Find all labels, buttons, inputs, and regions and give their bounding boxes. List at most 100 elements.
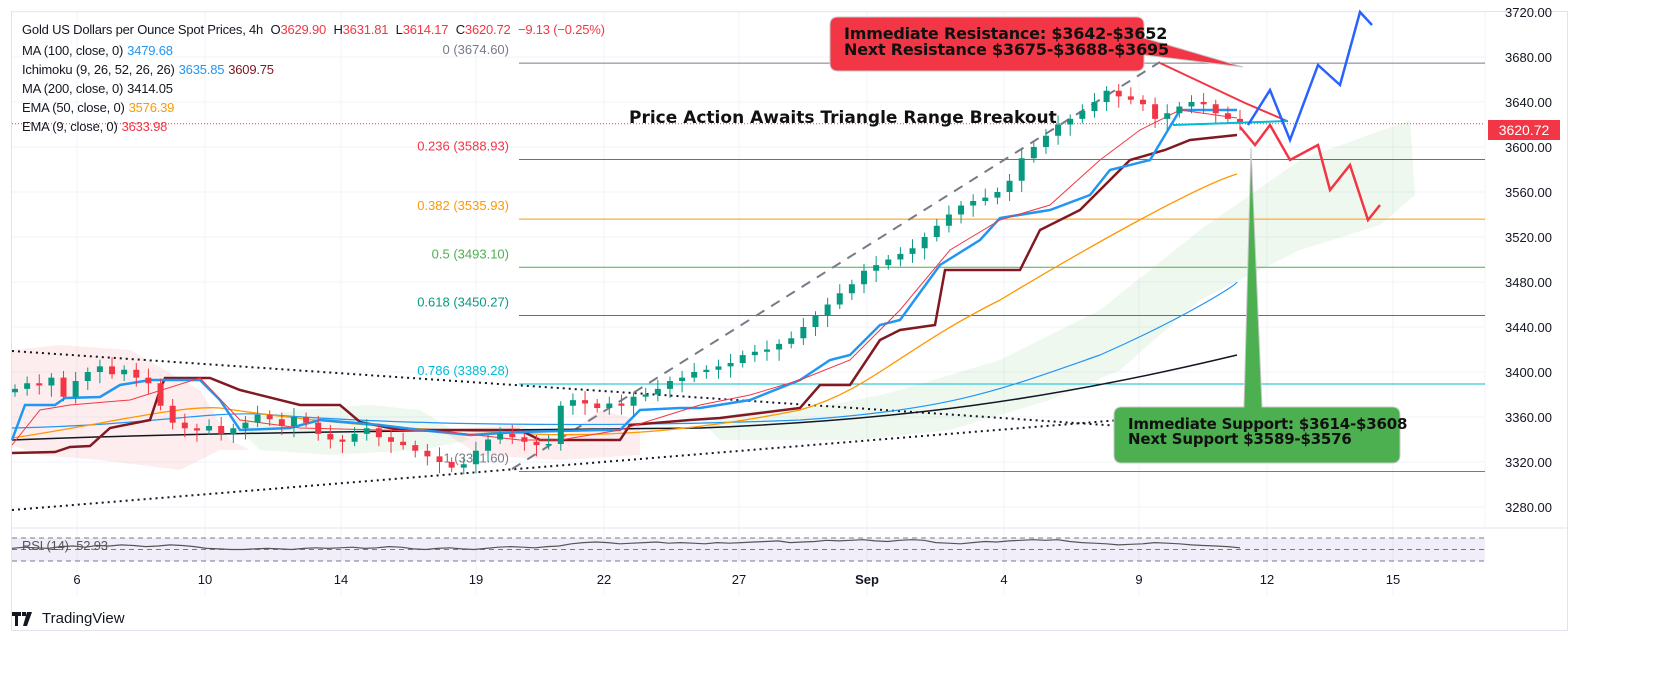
y-tick-label: 3560.00 xyxy=(1505,185,1552,200)
ichimoku-cloud-bullish xyxy=(700,120,1415,440)
candle-body xyxy=(606,403,613,408)
fib-level-label: 0.786 (3389.28) xyxy=(417,363,509,378)
indicator-legend-row[interactable]: MA (200, close, 0) 3414.05 xyxy=(22,81,177,96)
candle-body xyxy=(145,377,152,384)
candle-body xyxy=(958,205,965,215)
indicator-legend-row[interactable]: EMA (9, close, 0) 3633.98 xyxy=(22,119,171,134)
indicator-legend-row[interactable]: EMA (50, close, 0) 3576.39 xyxy=(22,100,178,115)
candle-body xyxy=(909,248,916,254)
candle-body xyxy=(169,405,176,423)
brand-label: TradingView xyxy=(42,610,125,627)
candle-body xyxy=(24,383,31,389)
triangle-upper-line xyxy=(1159,62,1288,122)
candle-body xyxy=(594,403,601,408)
candle-body xyxy=(109,366,116,375)
candle-body xyxy=(1224,113,1231,119)
rsi-legend: RSI (14) 52.93 xyxy=(22,538,112,553)
candle-body xyxy=(1103,90,1110,102)
fib-level-label: 0.236 (3588.93) xyxy=(417,138,509,153)
candle-body xyxy=(400,441,407,446)
candle-body xyxy=(472,450,479,465)
candle-body xyxy=(48,377,55,386)
resistance-callout-bubble xyxy=(829,16,1244,72)
indicator-legend-row[interactable]: MA (100, close, 0) 3479.68 xyxy=(22,43,177,58)
candle-body xyxy=(193,428,200,431)
candle-body xyxy=(1030,147,1037,159)
candle-body xyxy=(1200,102,1207,105)
rsi-value: 52.93 xyxy=(76,538,108,553)
candle-body xyxy=(1212,104,1219,114)
x-tick-label: 14 xyxy=(334,572,348,587)
x-tick-label: 6 xyxy=(73,572,80,587)
ohlc-close: C3620.72 xyxy=(455,22,511,37)
support-callout-bubble xyxy=(1113,147,1401,464)
support-callout: Immediate Support: $3614-$3608 Next Supp… xyxy=(1128,417,1407,447)
candle-body xyxy=(96,366,103,372)
candle-body xyxy=(861,270,868,285)
x-tick-label: 15 xyxy=(1386,572,1400,587)
y-tick-label: 3400.00 xyxy=(1505,365,1552,380)
indicator-value: 3576.39 xyxy=(128,100,175,115)
candle-body xyxy=(582,400,589,404)
candle-body xyxy=(60,377,67,397)
candle-body xyxy=(448,462,455,468)
candle-body xyxy=(897,253,904,260)
y-tick-label: 3320.00 xyxy=(1505,455,1552,470)
ichimoku-conversion-line xyxy=(10,108,1237,441)
support-line-1: Immediate Support: $3614-$3608 xyxy=(1128,415,1408,433)
candle-body xyxy=(242,422,249,429)
indicator-name: EMA (9, close, 0) xyxy=(22,119,118,134)
candle-body xyxy=(121,369,128,375)
y-tick-label: 3280.00 xyxy=(1505,500,1552,515)
candle-body xyxy=(72,381,79,397)
candle-body xyxy=(290,417,297,426)
indicator-value: 3635.85 xyxy=(178,62,225,77)
indicator-name: MA (200, close, 0) xyxy=(22,81,124,96)
candle-body xyxy=(1091,102,1098,111)
ohlc-high: H3631.81 xyxy=(333,22,389,37)
ma100-line xyxy=(11,281,1238,429)
candle-body xyxy=(375,428,382,438)
symbol-legend: Gold US Dollars per Ounce Spot Prices, 4… xyxy=(22,22,609,37)
candle-body xyxy=(509,433,516,438)
candle-body xyxy=(303,417,310,423)
current-price-badge: 3620.72 xyxy=(1488,120,1560,140)
x-tick-label: 4 xyxy=(1000,572,1007,587)
bearish-projection-path xyxy=(1239,122,1381,223)
ema50-line xyxy=(11,173,1238,439)
candle-body xyxy=(727,363,734,367)
indicator-legend-row[interactable]: Ichimoku (9, 26, 52, 26, 26) 3635.85 3609.… xyxy=(22,62,278,77)
candle-body xyxy=(266,414,273,420)
candle-body xyxy=(933,225,940,237)
candle-body xyxy=(533,441,540,446)
y-tick-label: 3440.00 xyxy=(1505,320,1552,335)
candle-body xyxy=(1176,106,1183,114)
x-tick-label: 9 xyxy=(1135,572,1142,587)
triangle-upper-trendline xyxy=(11,350,1121,427)
resistance-line-2: Next Resistance $3675-$3688-$3695 xyxy=(844,40,1169,59)
rsi-label: RSI (14) xyxy=(22,538,69,553)
candle-body xyxy=(436,456,443,462)
candle-body xyxy=(666,381,673,389)
candle-body xyxy=(1006,180,1013,192)
candle-body xyxy=(1139,99,1146,105)
candle-body xyxy=(1164,113,1171,119)
y-tick-label: 3480.00 xyxy=(1505,275,1552,290)
candle-body xyxy=(812,315,819,327)
tradingview-brand[interactable]: TradingView xyxy=(12,610,125,627)
candle-body xyxy=(848,284,855,294)
ohlc-open: O3629.90 xyxy=(270,22,327,37)
candle-body xyxy=(618,403,625,406)
candle-body xyxy=(654,388,661,395)
candle-body xyxy=(278,419,285,426)
fib-level-label: 0.618 (3450.27) xyxy=(417,294,509,309)
candle-body xyxy=(485,439,492,451)
candle-body xyxy=(994,192,1001,198)
x-tick-label: 22 xyxy=(597,572,611,587)
candle-body xyxy=(679,377,686,381)
indicator-value: 3633.98 xyxy=(121,119,168,134)
candle-body xyxy=(497,433,504,440)
candle-body xyxy=(12,388,18,393)
candle-body xyxy=(1018,158,1025,181)
